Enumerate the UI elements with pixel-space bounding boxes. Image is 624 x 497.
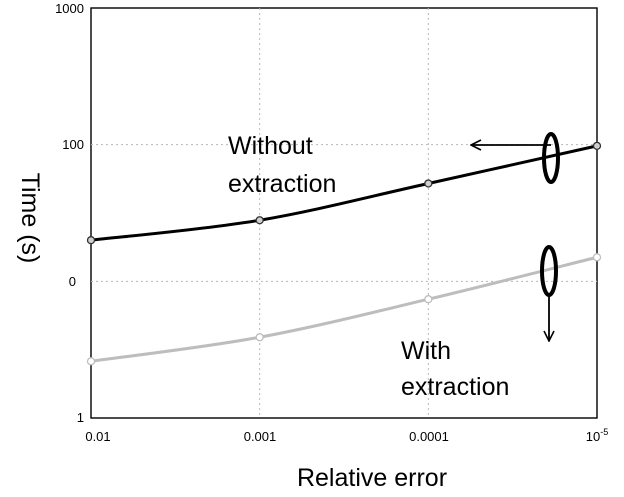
data-point xyxy=(424,295,433,304)
data-point xyxy=(592,253,602,262)
y-tick-label: 100 xyxy=(62,137,84,152)
data-point xyxy=(255,216,264,225)
tick-labels: 1 0 100 1000 0.01 0.001 0.0001 10-5 xyxy=(55,1,608,444)
series-marker-ellipse xyxy=(542,132,560,184)
x-tick-label: 0.001 xyxy=(244,429,277,444)
annotation-label: extraction xyxy=(401,373,509,401)
data-point xyxy=(424,179,433,188)
data-point xyxy=(86,357,96,366)
annotation-label: Without xyxy=(228,132,313,160)
y-tick-label: 1000 xyxy=(55,1,84,16)
annotation-label: With xyxy=(401,337,451,365)
data-point xyxy=(255,333,264,342)
annotation-label: extraction xyxy=(228,170,336,198)
x-tick-label: 0.0001 xyxy=(409,429,449,444)
annotation-without-extraction: Without extraction xyxy=(228,132,560,198)
x-axis-label: Relative error xyxy=(297,464,447,492)
x-tick-label: 0.01 xyxy=(85,429,110,444)
data-point xyxy=(86,236,96,245)
series-line-0 xyxy=(90,144,598,242)
x-tick-label: 10-5 xyxy=(586,427,608,444)
y-tick-label: 1 xyxy=(77,410,84,425)
plot-area xyxy=(90,7,598,419)
data-series xyxy=(86,141,602,366)
y-axis-label: Time (s) xyxy=(16,173,44,264)
data-point xyxy=(592,141,602,151)
annotation-with-extraction: With extraction xyxy=(401,245,558,401)
series-line-1 xyxy=(90,255,598,363)
y-tick-label: 0 xyxy=(69,274,76,289)
